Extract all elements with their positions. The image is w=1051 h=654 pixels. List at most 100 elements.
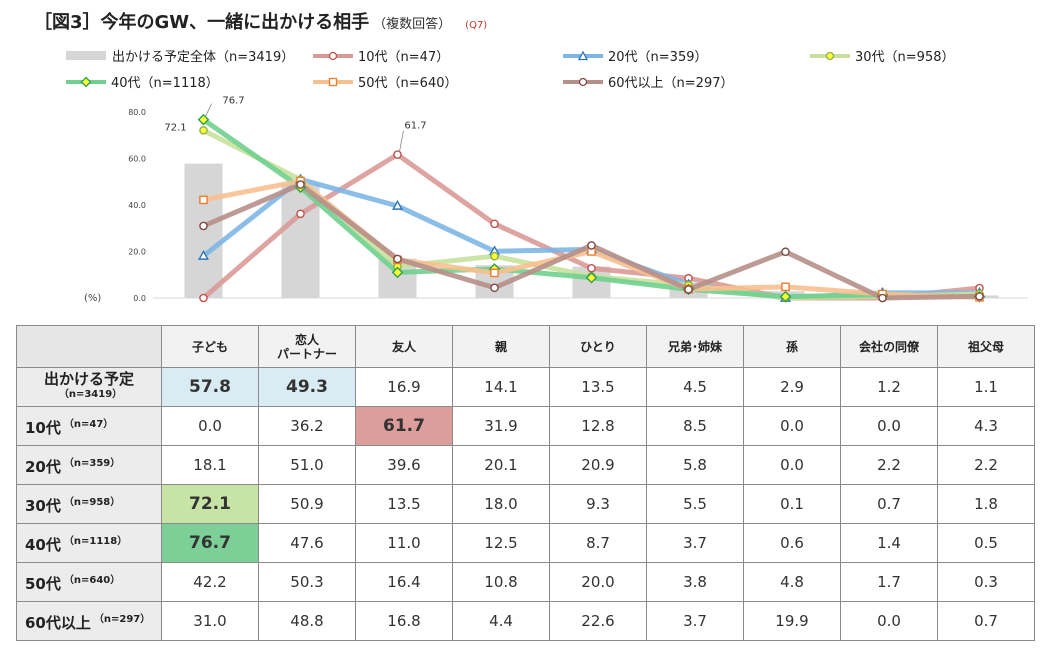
legend-label: 40代（n=1118）	[111, 76, 219, 91]
row-sample-size: （n=47）	[63, 418, 114, 430]
col-header: 友人	[355, 325, 453, 368]
row-header: 40代 （n=1118）	[16, 523, 162, 563]
figure-title: ［図3］今年のGW、一緒に出かける相手 （複数回答） (Q7)	[34, 8, 487, 34]
row-sample-size: （n=958）	[63, 496, 121, 508]
table-cell: 9.3	[549, 484, 647, 524]
question-number: (Q7)	[465, 20, 488, 31]
y-tick-label: 20.0	[128, 248, 146, 257]
table-row: 10代 （n=47） 0.0 36.2 61.7 31.9 12.8 8.5 0.0 0.0 4.3	[16, 406, 1035, 446]
col-header: 会社の同僚	[840, 325, 938, 368]
data-label: 72.1	[164, 122, 186, 133]
row-label: 40代	[25, 535, 61, 554]
series-point	[296, 180, 305, 189]
series-point	[490, 268, 499, 278]
row-header: 10代 （n=47）	[16, 406, 162, 446]
series-point	[878, 293, 887, 303]
series-point	[490, 251, 499, 261]
series-point	[490, 219, 499, 229]
row-sample-size: （n=1118）	[63, 535, 128, 547]
series-point	[779, 290, 792, 303]
legend-label: 60代以上（n=297）	[608, 76, 734, 91]
y-tick-label: 0.0	[133, 294, 146, 303]
table-cell: 0.7	[937, 601, 1035, 641]
row-header: 30代 （n=958）	[16, 484, 162, 524]
series-point	[392, 199, 403, 210]
table-cell: 20.9	[549, 445, 647, 485]
table-cell: 0.0	[840, 406, 938, 446]
table-cell: 42.2	[161, 562, 259, 602]
annotation-leader	[399, 130, 404, 152]
legend-label: 30代（n=958）	[855, 50, 955, 65]
legend-label: 10代（n=47）	[358, 50, 450, 65]
series-point	[587, 241, 596, 250]
table-cell: 3.7	[646, 601, 744, 641]
table-cell: 3.7	[646, 523, 744, 563]
table-cell: 0.0	[161, 406, 259, 446]
legend-label: 20代（n=359）	[608, 50, 708, 65]
table-cell: 39.6	[355, 445, 453, 485]
table-cell: 2.2	[937, 445, 1035, 485]
series-point	[490, 283, 499, 293]
row-label: 出かける予定	[43, 370, 134, 388]
table-cell: 1.4	[840, 523, 938, 563]
table-cell: 0.0	[743, 445, 841, 485]
series-point	[199, 195, 208, 205]
data-table: 子ども 恋人 パートナー 友人 親 ひとり 兄弟･姉妹 孫 会社の同僚 祖父母 …	[16, 325, 1035, 641]
table-cell: 1.1	[937, 367, 1035, 407]
table-cell: 76.7	[161, 523, 259, 563]
series-point	[585, 271, 598, 284]
row-label: 50代	[25, 574, 61, 593]
legend-line-swatch	[563, 50, 603, 60]
col-header: 恋人 パートナー	[258, 325, 356, 368]
table-cell: 12.8	[549, 406, 647, 446]
table-cell: 0.1	[743, 484, 841, 524]
data-label: 61.7	[404, 121, 426, 132]
legend-item-20s: 20代（n=359）	[563, 46, 708, 65]
table-cell: 16.8	[355, 601, 453, 641]
table-cell: 10.8	[452, 562, 550, 602]
col-header: ひとり	[549, 325, 647, 368]
table-cell: 8.5	[646, 406, 744, 446]
table-cell: 13.5	[549, 367, 647, 407]
y-axis-label: (%)	[84, 293, 101, 304]
table-cell: 18.0	[452, 484, 550, 524]
table-cell: 47.6	[258, 523, 356, 563]
row-header: 50代 （n=640）	[16, 562, 162, 602]
table-row: 出かける予定 （n=3419） 57.8 49.3 16.9 14.1 13.5 4.5 2.9…	[16, 367, 1035, 407]
table-cell: 13.5	[355, 484, 453, 524]
title-sub: （複数回答）	[373, 17, 452, 32]
table-cell: 12.5	[452, 523, 550, 563]
table-cell: 0.6	[743, 523, 841, 563]
table-cell: 4.5	[646, 367, 744, 407]
legend-item-40s: 40代（n=1118）	[66, 72, 219, 91]
legend-line-swatch	[810, 51, 850, 60]
table-header-row: 子ども 恋人 パートナー 友人 親 ひとり 兄弟･姉妹 孫 会社の同僚 祖父母	[16, 325, 1035, 368]
table-cell: 20.1	[452, 445, 550, 485]
table-row: 60代以上 （n=297） 31.0 48.8 16.8 4.4 22.6 3.7 19.9 0.…	[16, 601, 1035, 641]
table-row: 30代 （n=958） 72.1 50.9 13.5 18.0 9.3 5.5 0.1 0.7 1.…	[16, 484, 1035, 524]
table-cell: 31.9	[452, 406, 550, 446]
table-cell: 0.0	[840, 601, 938, 641]
series-point	[393, 254, 402, 264]
annotation-leader	[205, 103, 212, 117]
series-point	[781, 247, 790, 257]
series-point	[587, 263, 596, 273]
col-header: 祖父母	[937, 325, 1035, 368]
table-cell: 49.3	[258, 367, 356, 407]
row-sample-size: （n=3419）	[58, 389, 123, 400]
row-header: 20代 （n=359）	[16, 445, 162, 485]
row-label: 30代	[25, 496, 61, 515]
series-point	[198, 249, 209, 260]
table-row: 50代 （n=640） 42.2 50.3 16.4 10.8 20.0 3.8 4.8 1.7 0…	[16, 562, 1035, 602]
table-cell: 8.7	[549, 523, 647, 563]
title-main: ［図3］今年のGW、一緒に出かける相手	[34, 12, 370, 33]
table-cell: 0.0	[743, 406, 841, 446]
series-point	[296, 209, 305, 219]
table-cell: 0.3	[937, 562, 1035, 602]
bar	[184, 163, 223, 298]
table-row: 20代 （n=359） 18.1 51.0 39.6 20.1 20.9 5.8 0.0 2.2 2…	[16, 445, 1035, 485]
table-cell: 31.0	[161, 601, 259, 641]
table-cell: 57.8	[161, 367, 259, 407]
table-cell: 0.7	[840, 484, 938, 524]
table-cell: 2.2	[840, 445, 938, 485]
